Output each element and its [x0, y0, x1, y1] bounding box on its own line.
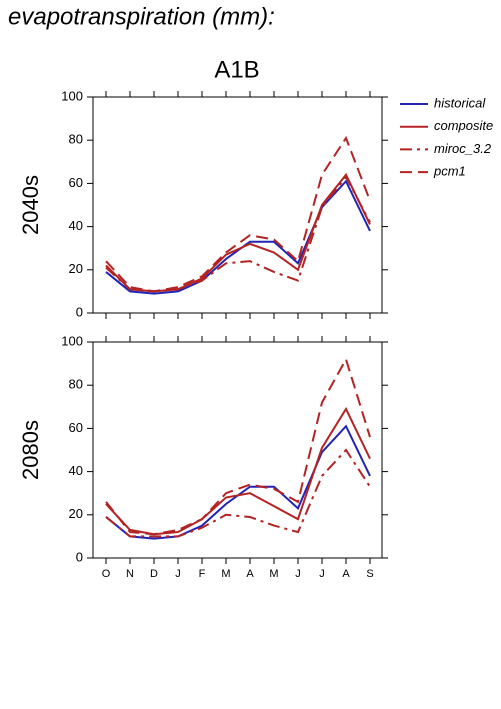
x-tick-label: O: [102, 568, 111, 580]
legend-label: composite: [434, 118, 493, 133]
x-tick-label: S: [366, 568, 373, 580]
panel-title: A1B: [214, 56, 259, 83]
x-tick-label: M: [269, 568, 278, 580]
y-tick-label: 60: [69, 175, 83, 190]
x-tick-label: J: [175, 568, 181, 580]
series-line: [105, 448, 371, 538]
y-tick-label: 80: [69, 377, 83, 392]
x-tick-label: A: [342, 568, 350, 580]
y-tick-label: 40: [69, 218, 83, 233]
y-tick-label: 80: [69, 132, 83, 147]
page-title: evapotranspiration (mm):: [8, 3, 275, 30]
y-tick-label: 0: [76, 304, 83, 319]
y-tick-label: 100: [61, 88, 83, 103]
x-tick-label: F: [199, 568, 206, 580]
plot-frame: [92, 96, 383, 314]
series-line: [105, 356, 371, 536]
x-tick-label: A: [246, 568, 254, 580]
y-tick-label: 0: [76, 549, 83, 564]
y-tick-label: 40: [69, 463, 83, 478]
y-axis-label: 2080s: [18, 420, 43, 480]
series-line: [105, 424, 371, 540]
y-tick-label: 20: [69, 261, 83, 276]
legend-label: miroc_3.2: [434, 141, 492, 156]
x-tick-label: J: [295, 568, 301, 580]
legend-label: pcm1: [433, 164, 466, 179]
x-tick-label: J: [319, 568, 325, 580]
y-tick-label: 60: [69, 420, 83, 435]
legend-label: historical: [434, 95, 486, 110]
plot-frame: [92, 341, 383, 559]
y-tick-label: 100: [61, 333, 83, 348]
x-tick-label: D: [150, 568, 158, 580]
series-line: [105, 172, 371, 293]
y-tick-label: 20: [69, 506, 83, 521]
x-tick-label: N: [126, 568, 134, 580]
series-line: [105, 135, 371, 293]
x-tick-label: M: [221, 568, 230, 580]
y-axis-label: 2040s: [18, 175, 43, 235]
